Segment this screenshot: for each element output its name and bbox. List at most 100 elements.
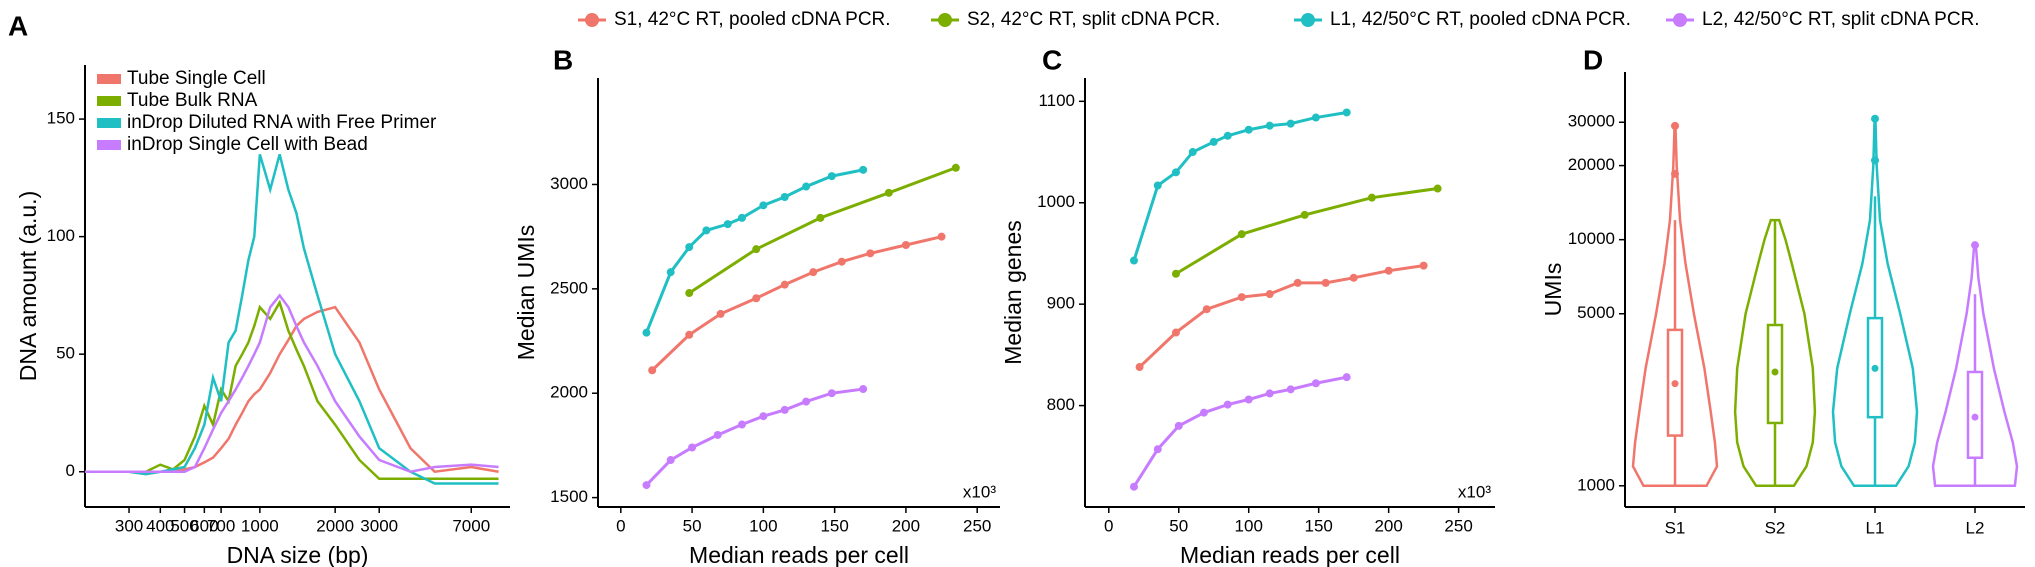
y-tick-label: 30000 — [1568, 112, 1615, 131]
legend-label: L1, 42/50°C RT, pooled cDNA PCR. — [1330, 9, 1631, 30]
x-tick-label: 2000 — [316, 516, 354, 535]
series-line — [1175, 187, 1438, 276]
point — [759, 201, 768, 210]
point — [685, 289, 694, 298]
outlier — [1871, 156, 1879, 165]
y-tick-label: 1000 — [1577, 475, 1615, 494]
point — [837, 257, 846, 266]
outlier — [1871, 114, 1879, 123]
point — [648, 366, 657, 375]
y-tick-label: 100 — [47, 226, 75, 245]
point — [642, 328, 651, 337]
point — [1244, 395, 1253, 404]
y-tick-label: 10000 — [1568, 229, 1615, 248]
point — [685, 330, 694, 339]
series-line — [85, 153, 499, 485]
point — [802, 397, 811, 406]
legend-label: Tube Single Cell — [127, 68, 266, 89]
point — [1153, 445, 1162, 454]
x-axis-label: DNA size (bp) — [227, 542, 369, 567]
y-tick-label: 5000 — [1577, 303, 1615, 322]
point — [1244, 125, 1253, 134]
point — [759, 412, 768, 421]
y-tick-label: 3000 — [550, 174, 588, 193]
point — [737, 213, 746, 222]
point — [884, 188, 893, 197]
x-tick-label: 150 — [820, 516, 848, 535]
point — [1300, 210, 1309, 219]
point — [1237, 230, 1246, 239]
point — [1286, 119, 1295, 128]
point — [1293, 278, 1302, 287]
point — [723, 220, 732, 229]
point — [1433, 184, 1442, 193]
x-tick-label: 1000 — [241, 516, 279, 535]
outlier — [1671, 121, 1679, 130]
y-axis-label: Median UMIs — [513, 225, 539, 360]
point — [1265, 389, 1274, 398]
y-tick-label: 2000 — [550, 383, 588, 402]
x-tick-label: 100 — [749, 516, 777, 535]
point — [1153, 181, 1162, 190]
point — [688, 443, 697, 452]
y-axis-label: DNA amount (a.u.) — [15, 191, 41, 381]
point — [1129, 256, 1138, 265]
point — [859, 165, 868, 174]
legend-marker — [938, 13, 952, 27]
legend-swatch — [97, 118, 121, 128]
series-line — [645, 387, 864, 487]
panel-label: D — [1583, 44, 1603, 75]
series-line — [1132, 375, 1347, 488]
point — [1223, 131, 1232, 140]
point — [1342, 108, 1351, 117]
point — [780, 405, 789, 414]
median — [1971, 413, 1979, 421]
median — [1771, 368, 1779, 376]
y-tick-label: 20000 — [1568, 155, 1615, 174]
point — [737, 420, 746, 429]
panel-label: C — [1042, 44, 1062, 75]
x-tick-label: S1 — [1665, 518, 1686, 537]
x-tick-label: L1 — [1866, 518, 1885, 537]
x-tick-label: 300 — [115, 516, 143, 535]
annotation: x10³ — [963, 482, 996, 501]
legend-swatch — [97, 96, 121, 106]
point — [716, 309, 725, 318]
y-axis-label: UMIs — [1540, 263, 1566, 317]
y-tick-label: 900 — [1047, 294, 1075, 313]
point — [780, 280, 789, 289]
series-line — [688, 166, 957, 295]
series-line — [651, 235, 942, 372]
x-axis-label: Median reads per cell — [689, 542, 909, 567]
panel-label: A — [8, 10, 28, 41]
point — [666, 268, 675, 277]
series-line — [85, 299, 499, 481]
y-tick-label: 800 — [1047, 395, 1075, 414]
point — [1199, 408, 1208, 417]
y-tick-label: 0 — [66, 461, 75, 480]
point — [1202, 305, 1211, 314]
y-axis-label: Median genes — [1000, 220, 1026, 365]
point — [866, 249, 875, 258]
series-line — [85, 305, 499, 476]
point — [1135, 363, 1144, 372]
x-tick-label: 250 — [1444, 516, 1472, 535]
x-tick-label: 400 — [146, 516, 174, 535]
point — [816, 213, 825, 222]
y-tick-label: 1100 — [1038, 91, 1075, 110]
point — [1188, 148, 1197, 157]
y-tick-label: 1000 — [1037, 192, 1075, 211]
point — [1237, 293, 1246, 302]
x-tick-label: S2 — [1765, 518, 1786, 537]
point — [1174, 421, 1183, 430]
violin — [1733, 218, 1817, 488]
median — [1671, 380, 1679, 388]
x-axis-label: Median reads per cell — [1180, 542, 1400, 567]
x-tick-label: 200 — [892, 516, 920, 535]
point — [901, 241, 910, 250]
y-tick-label: 50 — [56, 344, 75, 363]
legend-label: S1, 42°C RT, pooled cDNA PCR. — [614, 9, 891, 30]
point — [1265, 290, 1274, 299]
x-tick-label: 7000 — [452, 516, 490, 535]
